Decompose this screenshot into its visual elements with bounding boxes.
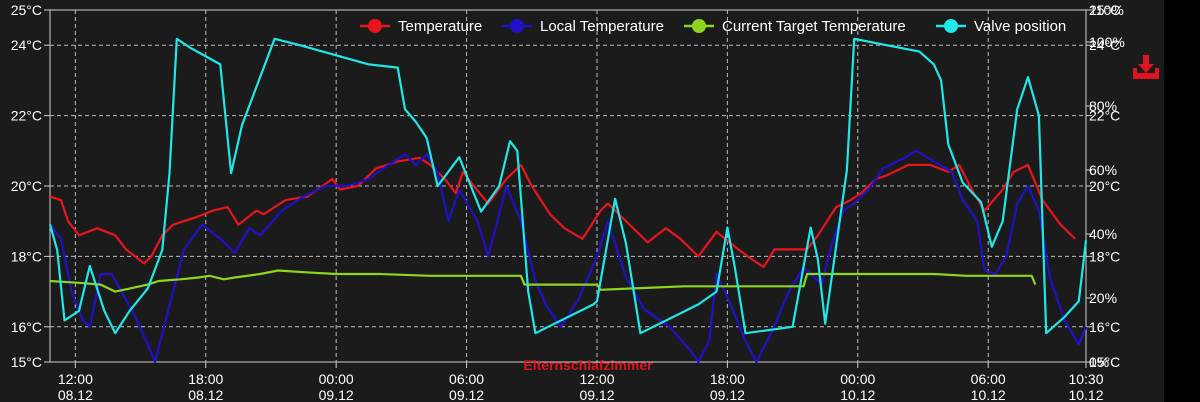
y-tick-label-right-percent: 40%	[1089, 226, 1117, 242]
x-tick-sublabel: 09.12	[579, 387, 614, 402]
chart-title: Elternschlafzimmer	[523, 357, 653, 373]
y-tick-label-right-percent: 0%	[1089, 354, 1109, 370]
line-chart: 12:0008.1218:0008.1200:0009.1206:0009.12…	[11, 2, 1159, 402]
x-tick-sublabel: 10.12	[971, 387, 1006, 402]
x-tick-label: 12:00	[58, 371, 93, 387]
x-tick-sublabel: 10.12	[840, 387, 875, 402]
y-tick-label-right-temp: 24°C	[1089, 37, 1120, 53]
x-tick-sublabel: 09.12	[449, 387, 484, 402]
legend-swatch-dot	[368, 19, 382, 33]
y-tick-label-right-percent: 100%	[1089, 34, 1125, 50]
legend-item-local-temperature[interactable]: Local Temperature	[502, 18, 664, 35]
x-tick-label: 06:00	[449, 371, 484, 387]
x-tick-label: 10:30	[1068, 371, 1103, 387]
series-line-valve-position	[48, 37, 1088, 335]
y-tick-label-right-temp: 18°C	[1089, 248, 1120, 264]
y-tick-label-left: 15°C	[11, 354, 42, 370]
series-line-local-temperature	[49, 149, 1088, 364]
legend-label: Valve position	[974, 18, 1066, 35]
legend-swatch-dot	[510, 19, 524, 33]
legend-label: Local Temperature	[540, 18, 664, 35]
x-tick-sublabel: 09.12	[319, 387, 354, 402]
y-tick-label-right-percent: 20%	[1089, 290, 1117, 306]
legend-item-valve-position[interactable]: Valve position	[936, 18, 1066, 35]
y-tick-label-left: 24°C	[11, 37, 42, 53]
y-tick-label-right-temp: 16°C	[1089, 319, 1120, 335]
y-tick-label-right-temp: 20°C	[1089, 178, 1120, 194]
series-line-current-target-temperature	[49, 269, 1037, 293]
x-tick-sublabel: 08.12	[58, 387, 93, 402]
y-tick-label-right-percent: 110%	[1089, 2, 1124, 18]
x-tick-label: 06:00	[971, 371, 1006, 387]
legend-swatch-dot	[944, 19, 958, 33]
axes: 12:0008.1218:0008.1200:0009.1206:0009.12…	[11, 2, 1125, 402]
download-button[interactable]	[1133, 55, 1159, 79]
x-tick-sublabel: 08.12	[188, 387, 223, 402]
y-tick-label-right-percent: 80%	[1089, 98, 1117, 114]
legend-swatch-dot	[692, 19, 706, 33]
x-tick-label: 12:00	[579, 371, 614, 387]
y-tick-label-left: 25°C	[11, 2, 42, 18]
y-tick-label-right-temp: 22°C	[1089, 108, 1120, 124]
x-tick-label: 18:00	[188, 371, 223, 387]
y-tick-label-left: 18°C	[11, 248, 42, 264]
y-tick-label-left: 22°C	[11, 108, 42, 124]
series-lines	[48, 37, 1088, 364]
x-tick-label: 00:00	[840, 371, 875, 387]
download-icon	[1133, 55, 1159, 79]
x-tick-sublabel: 09.12	[710, 387, 745, 402]
y-tick-label-left: 16°C	[11, 319, 42, 335]
legend-label: Temperature	[398, 18, 482, 35]
y-tick-label-right-temp: 25°C	[1089, 2, 1120, 18]
y-tick-label-left: 20°C	[11, 178, 42, 194]
x-tick-label: 00:00	[319, 371, 354, 387]
grid	[49, 9, 1087, 363]
legend-item-current-target-temperature[interactable]: Current Target Temperature	[684, 18, 906, 35]
y-tick-label-right-percent: 60%	[1089, 162, 1117, 178]
x-tick-sublabel: 10.12	[1068, 387, 1103, 402]
legend-item-temperature[interactable]: Temperature	[360, 18, 482, 35]
series-line-temperature	[49, 156, 1076, 269]
legend-label: Current Target Temperature	[722, 18, 906, 35]
y-tick-label-right-temp: 15°C	[1089, 354, 1120, 370]
x-tick-label: 18:00	[710, 371, 745, 387]
chart-container: 12:00 08.12 18:00 08.12 00:00 09.12 06:00 09.12…	[0, 0, 1164, 402]
legend[interactable]: Temperature Local Temperature Current Targ…	[360, 18, 1066, 35]
